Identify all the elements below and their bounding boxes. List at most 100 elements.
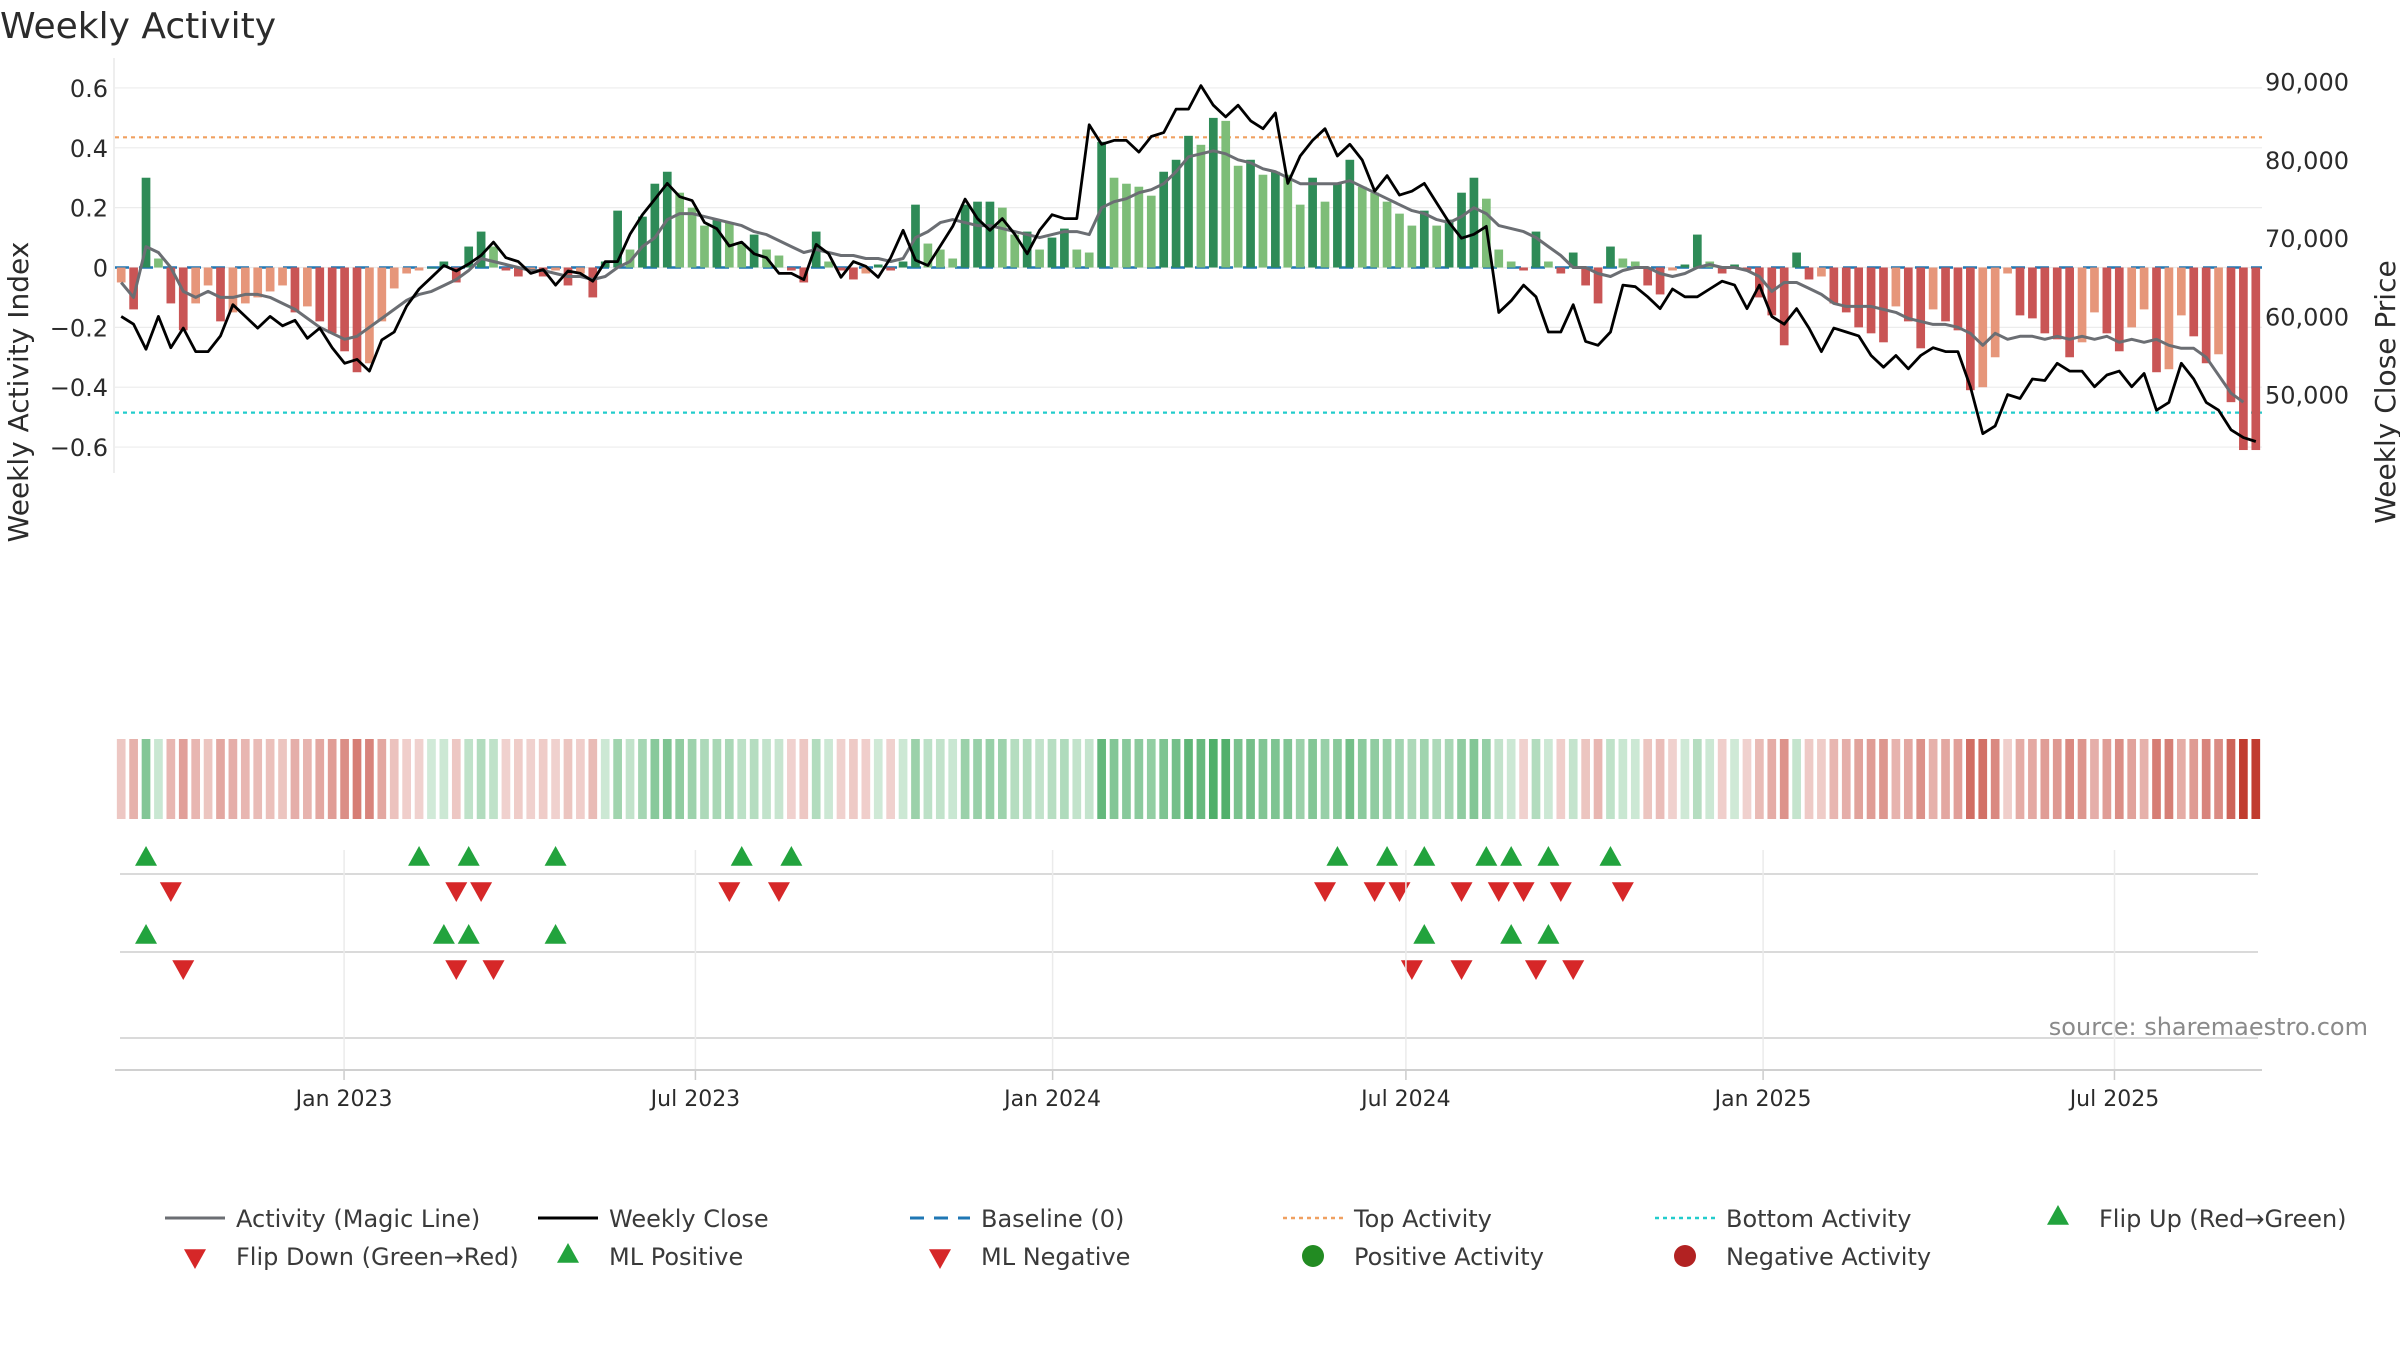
activity-bar	[1593, 267, 1603, 304]
heat-cell	[749, 739, 759, 819]
heat-cell	[1928, 739, 1938, 819]
flip-down-marker	[482, 960, 505, 980]
heat-cell	[1730, 739, 1739, 819]
heat-cell	[799, 739, 809, 819]
activity-bar	[898, 261, 908, 268]
heat-cell	[1432, 739, 1442, 819]
legend-item: Top Activity	[1283, 1205, 1492, 1233]
right-tick-label: 80,000	[2265, 147, 2349, 175]
activity-bar	[1928, 267, 1938, 310]
heat-cell	[1767, 739, 1777, 819]
activity-bar	[836, 267, 846, 271]
heat-cell	[2090, 739, 2099, 819]
heat-cell	[576, 739, 585, 819]
activity-bar	[178, 267, 188, 331]
activity-bar	[2239, 267, 2248, 451]
heat-cell	[1531, 739, 1541, 819]
activity-bar	[1295, 204, 1305, 268]
heat-cell	[2139, 739, 2149, 819]
activity-bar	[340, 267, 349, 352]
heat-cell	[1506, 739, 1516, 819]
heat-cell	[1792, 739, 1801, 819]
heat-cell	[948, 739, 958, 819]
legend-item: Bottom Activity	[1655, 1205, 1911, 1233]
activity-bar	[1643, 267, 1653, 286]
activity-bar	[253, 267, 263, 298]
heat-cell	[2077, 739, 2087, 819]
activity-bar	[1630, 261, 1640, 268]
activity-bar	[2003, 267, 2012, 274]
activity-bar	[464, 246, 474, 268]
activity-bar	[303, 267, 312, 307]
flip-down-marker	[1487, 882, 1510, 902]
heat-cell	[2152, 739, 2161, 819]
activity-bar	[1581, 267, 1590, 286]
legend-label: ML Positive	[609, 1243, 743, 1271]
heat-cell	[1010, 739, 1020, 819]
activity-bar	[2164, 267, 2174, 370]
heat-cell	[2040, 739, 2050, 819]
heat-cell	[1556, 739, 1566, 819]
activity-bar	[1506, 261, 1516, 268]
activity-bar	[116, 267, 126, 283]
heat-cell	[2127, 739, 2137, 819]
flip-down-marker	[172, 960, 195, 980]
activity-bar	[1779, 267, 1789, 346]
heat-cell	[774, 739, 784, 819]
activity-bar	[737, 243, 747, 268]
flip-down-marker	[1524, 960, 1547, 980]
heat-cell	[1643, 739, 1653, 819]
flip-up-marker	[730, 846, 753, 866]
activity-bar	[1097, 141, 1106, 268]
heat-cell	[1035, 739, 1044, 819]
x-tick-label: Jul 2025	[2068, 1087, 2160, 1112]
activity-bar	[1755, 267, 1764, 298]
heat-cell	[762, 739, 771, 819]
flip-down-marker	[1611, 882, 1634, 902]
heat-cell	[1817, 739, 1826, 819]
activity-bar	[1444, 219, 1454, 268]
heat-cell	[1966, 739, 1975, 819]
heat-cell	[1941, 739, 1950, 819]
activity-bar	[129, 267, 138, 310]
heat-cell	[1990, 739, 2000, 819]
activity-bar	[513, 267, 523, 277]
heat-cell	[402, 739, 411, 819]
activity-bar	[824, 261, 833, 268]
heat-cell	[2239, 739, 2248, 819]
activity-bar	[1246, 159, 1255, 268]
activity-bar	[1519, 267, 1528, 271]
heat-cell	[861, 739, 871, 819]
activity-bar	[1717, 267, 1727, 274]
activity-bar	[1333, 183, 1342, 268]
heat-cell	[228, 739, 238, 819]
flip-up-marker	[135, 924, 158, 944]
heat-cell	[1581, 739, 1590, 819]
magic-line	[120, 149, 2245, 404]
heat-cell	[1196, 739, 1206, 819]
heat-cell	[1953, 739, 1963, 819]
x-tick-label: Jan 2023	[294, 1087, 393, 1112]
activity-bar	[1494, 249, 1504, 268]
flip-marker-rows	[120, 846, 2258, 1039]
heat-cell	[551, 739, 560, 819]
activity-bar	[600, 261, 610, 268]
heat-cell	[389, 739, 399, 819]
heat-cell	[1419, 739, 1429, 819]
heat-cell	[489, 739, 498, 819]
left-tick-label: 0.4	[70, 135, 108, 163]
activity-bar	[1692, 234, 1702, 268]
heat-cell	[464, 739, 474, 819]
heat-cell	[1357, 739, 1367, 819]
flip-up-marker	[1376, 846, 1399, 866]
activity-bar	[1866, 267, 1876, 334]
activity-bar	[389, 267, 399, 289]
activity-bar	[935, 249, 945, 268]
activity-bar	[2065, 267, 2074, 358]
right-tick-label: 50,000	[2265, 382, 2349, 410]
activity-bar	[1109, 177, 1119, 268]
activity-bar	[1122, 183, 1131, 268]
flip-up-marker	[1326, 846, 1349, 866]
activity-bar	[476, 231, 486, 268]
left-tick-label: −0.4	[50, 374, 108, 402]
